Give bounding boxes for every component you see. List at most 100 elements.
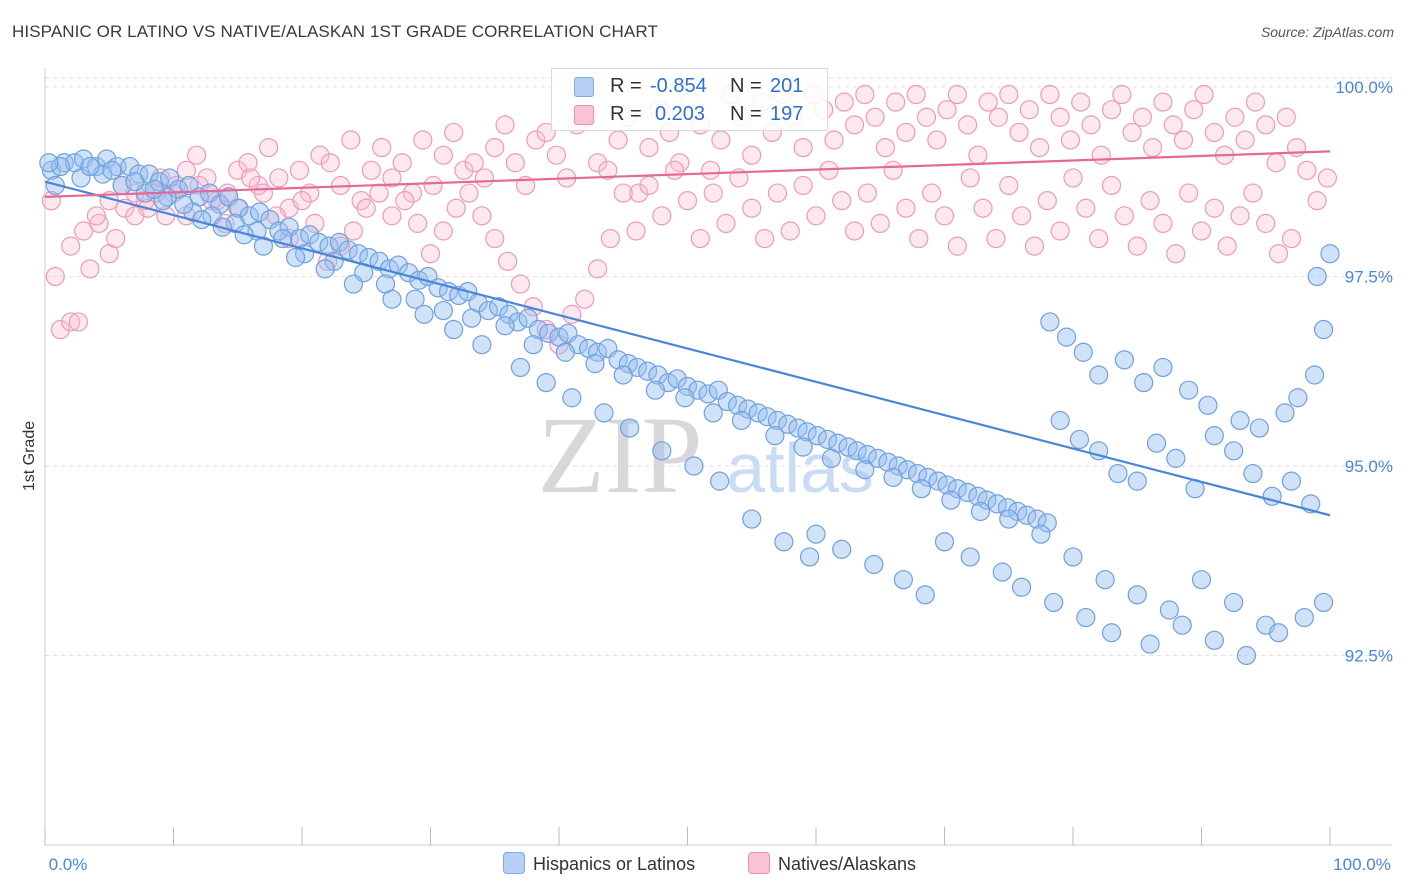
natives-point — [1194, 84, 1214, 105]
natives-point — [1163, 115, 1183, 135]
natives-point — [922, 183, 942, 203]
natives-point — [793, 137, 813, 158]
natives-point — [495, 115, 515, 135]
natives-point — [474, 168, 495, 188]
natives-point — [703, 183, 723, 203]
hispanics-point — [369, 251, 389, 271]
hispanics-point — [613, 365, 633, 385]
hispanics-point — [1076, 607, 1096, 628]
hispanics-point — [102, 160, 122, 180]
hispanics-point — [1275, 403, 1295, 423]
natives-point — [1112, 84, 1132, 105]
hispanics-point — [1313, 592, 1334, 613]
hispanics-trend-line — [44, 180, 1331, 517]
hispanics-point — [977, 490, 997, 510]
natives-point — [526, 130, 546, 150]
hispanics-point — [50, 156, 71, 177]
hispanics-point — [1017, 505, 1037, 525]
hispanics-point — [97, 149, 117, 169]
natives-point — [886, 92, 906, 112]
x-tick-label-max: 100.0% — [1333, 855, 1391, 874]
natives-point — [575, 289, 595, 309]
legend-n-label: N = — [730, 75, 762, 97]
hispanics-point — [523, 335, 543, 355]
natives-point — [626, 221, 646, 241]
natives-point — [392, 153, 412, 173]
natives-point — [587, 259, 608, 279]
natives-point — [1019, 100, 1039, 120]
hispanics-point — [1313, 319, 1334, 340]
hispanics-point — [1294, 607, 1314, 628]
natives-point — [1204, 122, 1224, 143]
natives-point — [652, 206, 672, 226]
natives-point — [1256, 213, 1276, 233]
natives-point — [600, 228, 621, 249]
hispanics-point — [478, 300, 498, 321]
hispanics-point — [1224, 441, 1244, 461]
natives-point — [1029, 137, 1050, 158]
hispanics-point — [1037, 513, 1057, 533]
natives-point — [413, 130, 433, 150]
natives-point — [310, 145, 330, 165]
natives-point — [1225, 107, 1245, 127]
hispanics-point — [54, 153, 74, 173]
natives-point — [1268, 244, 1289, 264]
hispanics-point — [585, 354, 605, 374]
natives-point — [767, 183, 788, 203]
natives-point — [1317, 168, 1338, 188]
hispanics-point — [620, 418, 640, 438]
natives-point — [341, 130, 361, 150]
natives-point — [927, 130, 947, 150]
natives-point — [1184, 100, 1204, 120]
hispanics-point — [1243, 463, 1263, 484]
hispanics-point — [1281, 471, 1302, 491]
natives-point — [1060, 130, 1081, 150]
hispanics-point — [472, 335, 492, 355]
hispanics-point — [864, 554, 884, 575]
bottom-legend-hispanics: Hispanics or Latinos — [503, 852, 695, 875]
natives-point — [665, 160, 685, 180]
natives-point — [187, 145, 207, 165]
hispanics-point — [1101, 623, 1122, 643]
natives-point — [50, 319, 71, 340]
legend-swatch-pink — [574, 105, 594, 125]
natives-point — [1166, 244, 1186, 264]
natives-point — [978, 92, 998, 112]
natives-point — [1245, 92, 1266, 112]
hispanics-point — [382, 289, 402, 309]
hispanics-point — [793, 437, 813, 457]
legend-n-label: N = — [730, 103, 762, 125]
natives-point — [485, 137, 505, 158]
natives-point — [986, 228, 1006, 249]
hispanics-point — [807, 426, 827, 446]
y-tick-label: 95.0% — [1345, 457, 1393, 476]
natives-point — [485, 228, 505, 249]
natives-point — [498, 251, 518, 271]
legend-r-label: R = — [610, 75, 642, 97]
hispanics-point — [1069, 429, 1090, 450]
natives-point — [1101, 175, 1122, 196]
hispanics-point — [1204, 630, 1224, 650]
natives-point — [1040, 84, 1060, 105]
natives-point — [988, 107, 1009, 127]
trend-lines — [44, 150, 1331, 517]
natives-point — [947, 236, 967, 256]
natives-point — [1132, 107, 1152, 127]
legend-n-value: 197 — [770, 103, 804, 125]
hispanics-point — [832, 539, 852, 559]
hispanics-point — [883, 467, 903, 487]
natives-point — [189, 175, 209, 196]
hispanics-point — [821, 448, 842, 468]
hispanics-point — [144, 179, 164, 199]
natives-point — [999, 84, 1019, 105]
hispanics-point — [799, 547, 820, 567]
hispanics-point — [528, 319, 549, 340]
natives-point — [639, 137, 659, 158]
watermark-zip: ZIP — [538, 394, 703, 516]
natives-point — [241, 168, 261, 188]
natives-point — [433, 145, 453, 165]
hispanics-point — [738, 399, 758, 419]
hispanics-point — [462, 308, 482, 328]
hispanics-point — [315, 259, 335, 279]
natives-point — [832, 191, 852, 211]
